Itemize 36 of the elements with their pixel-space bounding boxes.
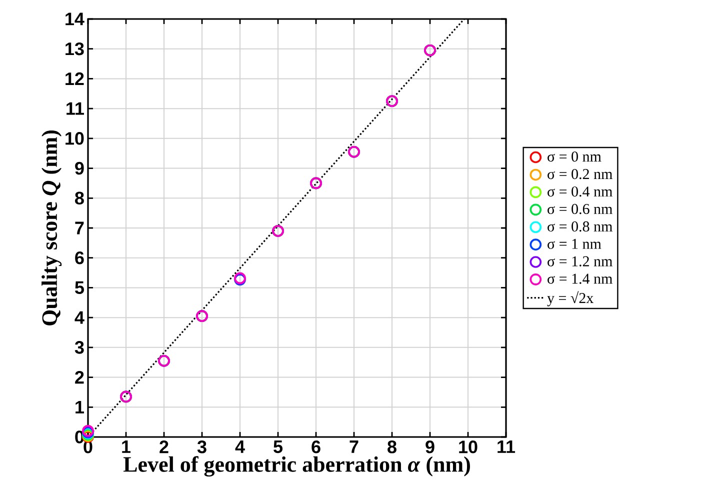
x-tick-label: 1 bbox=[122, 440, 131, 453]
y-axis-title: Quality score Q (nm) bbox=[42, 130, 62, 326]
legend-label: σ = 0.2 nm bbox=[548, 168, 612, 180]
y-tick-label: 11 bbox=[66, 102, 84, 115]
x-tick-label: 7 bbox=[350, 440, 358, 453]
x-tick-label: 6 bbox=[312, 440, 320, 454]
x-tick-label: 11 bbox=[498, 440, 516, 453]
y-tick-label: 7 bbox=[75, 222, 84, 234]
y-tick-label: 2 bbox=[75, 370, 84, 384]
x-tick-label: 5 bbox=[274, 440, 283, 454]
y-tick-label: 12 bbox=[66, 72, 84, 85]
legend-label: σ = 1 nm bbox=[548, 238, 602, 249]
y-tick-label: 10 bbox=[66, 132, 84, 145]
x-tick-label: 10 bbox=[459, 440, 478, 454]
legend-label: σ = 0.4 nm bbox=[548, 186, 612, 197]
y-tick-label: 9 bbox=[75, 162, 84, 175]
x-axis-title: Level of geometric aberration α (nm) bbox=[123, 456, 470, 477]
y-tick-label: 5 bbox=[75, 281, 84, 294]
x-tick-label: 3 bbox=[197, 440, 206, 454]
x-tick-label: 4 bbox=[235, 440, 245, 453]
x-tick-label: 9 bbox=[426, 440, 434, 454]
y-tick-label: 1 bbox=[76, 400, 84, 414]
legend-label: σ = 0.8 nm bbox=[548, 221, 612, 232]
legend-label: σ = 0 nm bbox=[548, 152, 602, 162]
x-tick-label: 2 bbox=[160, 440, 168, 454]
legend-label: σ = 1.2 nm bbox=[548, 256, 612, 266]
legend-label: σ = 0.6 nm bbox=[548, 204, 612, 214]
y-tick-label: 14 bbox=[66, 12, 84, 26]
y-tick-label: 3 bbox=[74, 341, 84, 354]
legend-label: y = √2x bbox=[547, 291, 594, 306]
y-tick-label: 4 bbox=[74, 311, 84, 324]
legend-label: σ = 1.4 nm bbox=[548, 274, 612, 284]
x-tick-label: 8 bbox=[388, 440, 396, 454]
y-tick-label: 8 bbox=[75, 192, 84, 205]
y-tick-label: 6 bbox=[75, 251, 84, 264]
y-tick-label: 13 bbox=[66, 42, 84, 56]
